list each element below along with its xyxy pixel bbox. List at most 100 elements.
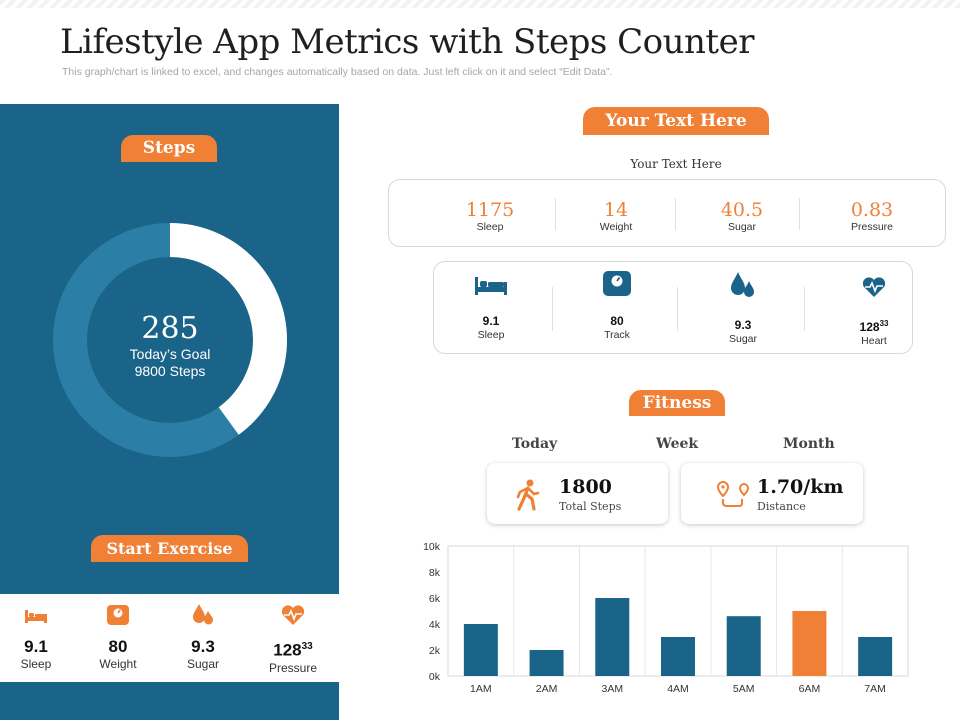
divider xyxy=(675,198,676,230)
metric-pressure: 0.83 Pressure xyxy=(812,199,932,234)
fitness-pill: Fitness xyxy=(629,390,725,416)
y-tick-label: 4k xyxy=(429,619,441,631)
icon-metric-label: Sugar xyxy=(728,333,758,345)
metric-label: Sugar xyxy=(727,221,757,233)
steps-value: 285 xyxy=(141,311,199,346)
icon-metrics-card: 9.1 Sleep 80 Track 9.3 Sugar 12833 Heart xyxy=(433,261,913,354)
page-title: Lifestyle App Metrics with Steps Counter xyxy=(60,22,754,62)
start-exercise-button[interactable]: Start Exercise xyxy=(91,535,248,562)
tab-week[interactable]: Week xyxy=(656,436,699,452)
bed-icon xyxy=(475,277,507,295)
distance-label: Distance xyxy=(757,500,806,513)
metric-label: Pressure xyxy=(850,221,893,233)
summary-label: Weight xyxy=(99,657,137,671)
bar-5am xyxy=(726,616,761,676)
y-tick-label: 0k xyxy=(429,671,441,683)
bed-icon xyxy=(25,610,47,623)
metric-value: 0.83 xyxy=(850,199,894,221)
summary-value: 80 xyxy=(108,637,128,656)
x-tick-label: 1AM xyxy=(470,683,492,695)
steps-pill: Steps xyxy=(121,135,217,162)
metric-label: Weight xyxy=(599,221,633,233)
heart-pulse-icon xyxy=(862,277,886,297)
tab-today[interactable]: Today xyxy=(512,436,558,452)
drops-icon xyxy=(193,604,213,625)
icon-metric-value: 9.3 xyxy=(734,318,752,332)
steps-panel: Steps 285 Today’s Goal 9800 Steps Start … xyxy=(0,104,339,720)
donut-center: 285 Today’s Goal 9800 Steps xyxy=(50,312,290,380)
route-pin-icon xyxy=(717,481,750,507)
steps-bar-chart: 0k 2k 4k 6k 8k 10k 1AM 2AM 3AM 4AM 5AM 6AM 7AM xyxy=(423,541,909,695)
x-tick-label: 5AM xyxy=(733,683,755,695)
divider xyxy=(677,287,678,331)
bar-7am xyxy=(858,637,893,676)
page-subtitle: This graph/chart is linked to excel, and… xyxy=(62,66,613,78)
your-text-pill: Your Text Here xyxy=(583,107,769,135)
summary-label: Sleep xyxy=(20,657,52,671)
summary-item-weight: 80 Weight xyxy=(76,602,160,672)
summary-item-sugar: 9.3 Sugar xyxy=(161,602,245,672)
divider xyxy=(804,287,805,331)
icon-metric-value: 9.1 xyxy=(482,314,500,328)
bar-3am xyxy=(595,598,630,676)
y-tick-label: 8k xyxy=(429,567,441,579)
x-tick-label: 4AM xyxy=(667,683,689,695)
metric-value: 40.5 xyxy=(720,199,764,221)
summary-item-pressure: 12833 Pressure xyxy=(251,602,335,676)
icon-metric-value: 80 xyxy=(610,314,624,328)
bar-2am xyxy=(529,650,564,676)
summary-item-sleep: 9.1 Sleep xyxy=(0,602,78,672)
divider xyxy=(555,198,556,230)
y-tick-label: 2k xyxy=(429,645,441,657)
x-tick-label: 6AM xyxy=(799,683,821,695)
y-tick-label: 10k xyxy=(423,541,441,553)
top-stripe xyxy=(0,0,960,8)
summary-value: 9.3 xyxy=(191,637,215,656)
icon-metric-track: 80 Track xyxy=(562,270,672,342)
x-tick-label: 3AM xyxy=(601,683,623,695)
icon-metric-heart: 12833 Heart xyxy=(819,274,929,348)
icon-metric-value: 12833 xyxy=(859,319,889,334)
icon-metric-label: Sleep xyxy=(477,329,505,341)
bar-4am xyxy=(661,637,695,676)
icon-metric-sleep: 9.1 Sleep xyxy=(436,273,546,342)
goal-line-2: 9800 Steps xyxy=(134,363,206,379)
icon-metric-label: Heart xyxy=(861,335,887,347)
summary-value: 9.1 xyxy=(24,637,48,656)
goal-line-1: Today’s Goal xyxy=(129,346,211,362)
metric-value: 1175 xyxy=(465,199,515,221)
drops-icon xyxy=(731,272,754,297)
bar-6am xyxy=(792,611,827,676)
metric-value: 14 xyxy=(603,199,629,221)
tab-month[interactable]: Month xyxy=(783,436,835,452)
x-tick-label: 2AM xyxy=(536,683,558,695)
distance-card: 1.70/km Distance xyxy=(681,463,863,524)
summary-value: 12833 xyxy=(273,640,313,660)
metrics-card: 1175 Sleep 14 Weight 40.5 Sugar 0.83 Pre… xyxy=(388,179,946,247)
summary-label: Sugar xyxy=(186,657,220,671)
metric-sleep: 1175 Sleep xyxy=(430,199,550,234)
icon-metric-sugar: 9.3 Sugar xyxy=(688,270,798,346)
metric-label: Sleep xyxy=(476,221,504,233)
summary-label: Pressure xyxy=(268,660,318,675)
total-steps-value: 1800 xyxy=(559,476,612,498)
scale-icon xyxy=(603,271,631,296)
steps-donut xyxy=(53,223,287,457)
total-steps-card: 1800 Total Steps xyxy=(487,463,668,524)
total-steps-label: Total Steps xyxy=(559,500,622,513)
divider xyxy=(799,198,800,230)
scale-icon xyxy=(107,605,129,625)
x-tick-label: 7AM xyxy=(864,683,886,695)
metric-sugar: 40.5 Sugar xyxy=(682,199,802,234)
icon-metric-label: Track xyxy=(604,329,630,341)
your-text-sublabel: Your Text Here xyxy=(630,157,722,171)
bar-1am xyxy=(463,624,498,676)
donut-progress xyxy=(53,223,287,457)
heart-pulse-icon xyxy=(281,605,305,625)
y-tick-label: 6k xyxy=(429,593,441,605)
summary-strip: 9.1 Sleep 80 Weight 9.3 Sugar xyxy=(0,594,339,682)
walking-person-icon xyxy=(516,479,540,511)
distance-value: 1.70/km xyxy=(757,476,844,498)
metric-weight: 14 Weight xyxy=(556,199,676,234)
divider xyxy=(552,287,553,331)
